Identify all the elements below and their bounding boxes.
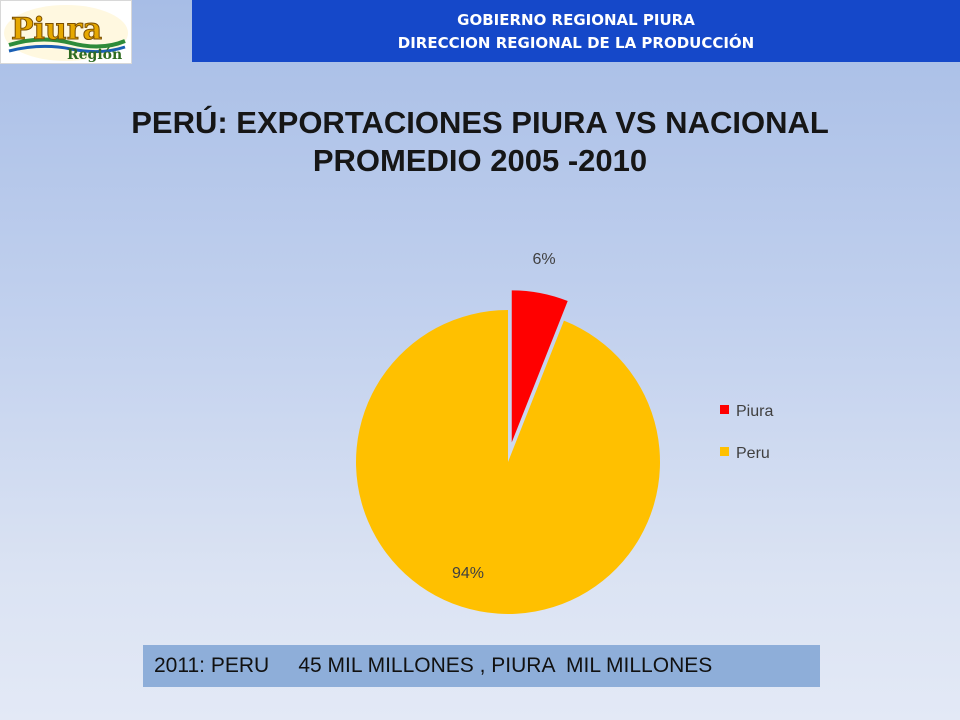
pie-slice-piura (511, 290, 568, 443)
legend-swatch-piura (720, 405, 729, 414)
title-line-2: PROMEDIO 2005 -2010 (312, 143, 648, 178)
footer-note: 2011: PERU 45 MIL MILLONES , PIURA MIL M… (143, 645, 820, 687)
header-line-1: GOBIERNO REGIONAL PIURA (457, 11, 695, 29)
slide-title: PERÚ: EXPORTACIONES PIURA VS NACIONAL PR… (0, 104, 960, 180)
pie-data-labels: 6% 94% (452, 251, 556, 582)
title-line-1: PERÚ: EXPORTACIONES PIURA VS NACIONAL (131, 105, 829, 140)
chart-legend: Piura Peru (720, 403, 773, 462)
data-label-piura: 6% (532, 251, 555, 268)
legend-swatch-peru (720, 447, 729, 456)
pie-slice-peru (356, 310, 660, 614)
legend-label-piura: Piura (736, 403, 773, 420)
header-bar: GOBIERNO REGIONAL PIURA DIRECCION REGION… (192, 0, 960, 62)
legend-label-peru: Peru (736, 445, 770, 462)
svg-text:Piura: Piura (11, 12, 102, 47)
pie-slices (356, 290, 660, 614)
piura-region-logo: Piura Región (0, 0, 132, 64)
svg-text:Región: Región (67, 47, 122, 63)
data-label-peru: 94% (452, 565, 484, 582)
header-line-2: DIRECCION REGIONAL DE LA PRODUCCIÓN (397, 34, 755, 52)
